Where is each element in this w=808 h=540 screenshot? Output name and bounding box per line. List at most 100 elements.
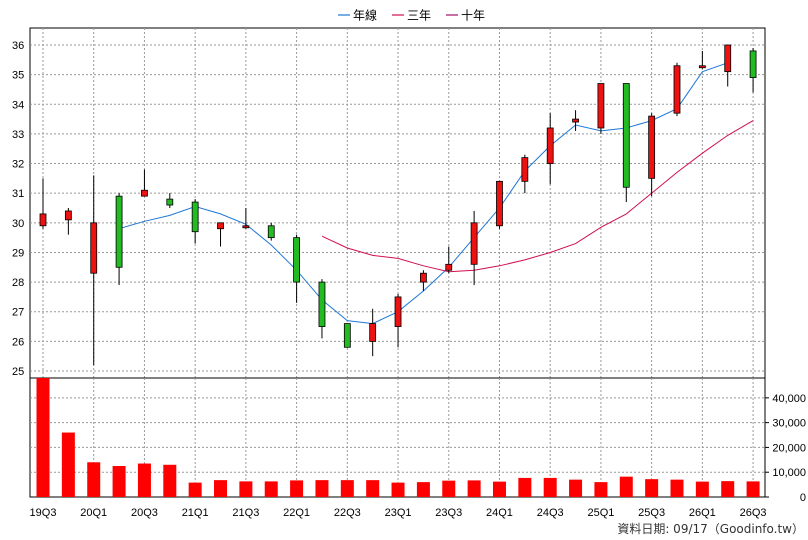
price-tick-label: 25 — [12, 366, 24, 378]
candle — [191, 199, 199, 244]
volume-bar — [214, 480, 228, 497]
price-tick-label: 26 — [12, 336, 24, 348]
volume-bar — [416, 482, 430, 497]
candle-body — [622, 83, 630, 188]
price-tick-label: 32 — [12, 159, 24, 171]
legend-label: 三年 — [407, 9, 431, 23]
volume-bar — [594, 482, 608, 497]
x-tick-label: 21Q3 — [232, 507, 259, 519]
volume-bar — [721, 481, 735, 497]
volume-bar — [239, 481, 253, 497]
price-tick-label: 31 — [12, 188, 24, 200]
ma-line-2 — [321, 120, 754, 273]
candle-body — [191, 201, 199, 233]
x-tick-label: 20Q3 — [131, 507, 158, 519]
x-tick-label: 21Q1 — [182, 507, 209, 519]
candle-body — [293, 237, 301, 283]
candle — [343, 323, 351, 348]
volume-tick-label: 10,000 — [772, 467, 806, 479]
candle-body — [597, 83, 605, 129]
candle-body — [419, 272, 427, 283]
candle — [572, 110, 579, 131]
volume-bar — [619, 476, 633, 497]
candle — [673, 62, 681, 117]
price-tick-label: 28 — [12, 277, 24, 289]
candle-body — [141, 189, 148, 197]
volume-bar — [264, 481, 278, 497]
volume-bar — [137, 463, 151, 497]
candle — [496, 180, 503, 229]
candle — [724, 44, 732, 87]
candle — [698, 50, 706, 69]
candle-body — [90, 222, 98, 274]
candle-body — [343, 323, 351, 348]
volume-bar — [518, 477, 532, 497]
volume-bar — [112, 466, 126, 497]
x-tick-label: 24Q3 — [537, 507, 564, 519]
volume-tick-label: 20,000 — [772, 442, 806, 454]
volume-bar — [188, 482, 202, 497]
candle — [39, 178, 47, 229]
x-tick-label: 25Q3 — [638, 507, 665, 519]
price-tick-label: 29 — [12, 247, 24, 259]
x-tick-label: 24Q1 — [486, 507, 513, 519]
candle — [394, 293, 402, 348]
candle-body — [673, 65, 681, 114]
price-tick-label: 33 — [12, 129, 24, 141]
candle — [166, 193, 174, 208]
volume-panel: 0 10,000 20,000 30,000 40,000 — [29, 377, 806, 504]
volume-bar — [315, 480, 329, 497]
candle-body — [496, 180, 503, 227]
candle — [217, 222, 224, 247]
volume-bar — [442, 480, 456, 497]
candle-body — [521, 157, 529, 182]
x-axis: 19Q3 20Q1 20Q3 21Q1 21Q3 22Q1 22Q3 23Q1 23Q3 24Q1… — [30, 507, 767, 519]
volume-tick-label: 0 — [800, 492, 806, 504]
volume-bar — [467, 480, 481, 497]
price-tick-label: 34 — [12, 99, 24, 111]
candles — [39, 44, 757, 366]
legend-item-1: 年線 — [338, 8, 377, 23]
candle-body — [546, 127, 554, 164]
data-date-footer: 資料日期: 09/17（Goodinfo.tw） — [617, 522, 804, 536]
price-tick-label: 35 — [12, 70, 24, 82]
candle-body — [267, 225, 275, 239]
volume-bar — [645, 479, 659, 497]
candle — [521, 154, 529, 194]
candle-body — [698, 65, 706, 69]
x-tick-label: 22Q3 — [334, 507, 361, 519]
candle — [546, 113, 554, 185]
volume-bar — [492, 481, 506, 497]
candle — [445, 246, 453, 274]
volume-bar — [163, 464, 177, 497]
volume-bar — [543, 477, 557, 497]
candle — [242, 208, 250, 229]
volume-bar — [569, 479, 583, 497]
candle — [419, 270, 427, 291]
candle — [749, 47, 757, 93]
candle-body — [217, 222, 224, 230]
volume-bar — [61, 432, 75, 497]
candle-body — [39, 213, 47, 227]
candle — [267, 222, 275, 241]
candle — [470, 210, 478, 286]
volume-bars — [36, 378, 760, 497]
candle — [293, 234, 301, 303]
candle-body — [166, 198, 174, 206]
volume-bar — [340, 480, 354, 497]
price-tick-label: 27 — [12, 307, 24, 319]
volume-bar — [290, 480, 304, 497]
candle-body — [470, 222, 478, 265]
volume-tick-label: 30,000 — [772, 418, 806, 430]
candle-body — [572, 118, 579, 123]
candle-body — [724, 44, 732, 73]
candle-body — [394, 296, 402, 327]
volume-bar — [670, 479, 684, 497]
candle — [369, 308, 377, 357]
x-tick-label: 26Q3 — [740, 507, 767, 519]
candle — [318, 279, 326, 339]
x-tick-label: 19Q3 — [30, 507, 57, 519]
price-tick-label: 30 — [12, 218, 24, 230]
candle-body — [115, 195, 123, 268]
